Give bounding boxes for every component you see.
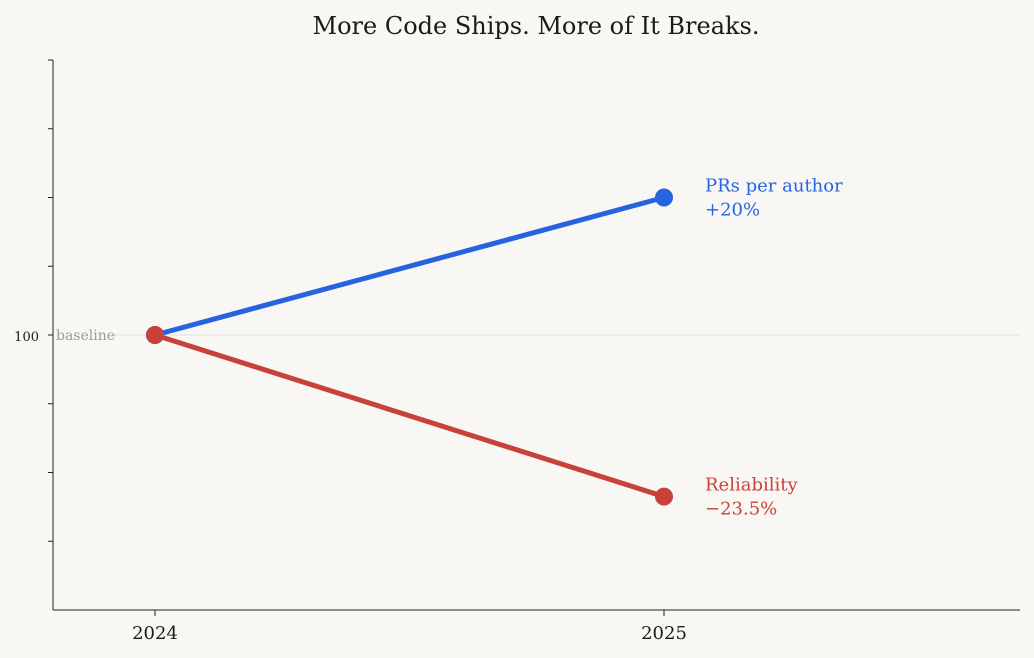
marks: PRs per author +20% Reliability −23.5% bbox=[146, 176, 843, 520]
series-label-name: Reliability bbox=[705, 475, 798, 496]
series-label-change: +20% bbox=[705, 200, 760, 221]
y-tick-label: 100 bbox=[14, 330, 39, 345]
series-line-0 bbox=[152, 195, 667, 338]
series-label-name: PRs per author bbox=[705, 176, 843, 197]
baseline-label: baseline bbox=[56, 328, 115, 344]
series-line-1 bbox=[152, 332, 667, 500]
data-point bbox=[655, 487, 673, 506]
series-label-change: −23.5% bbox=[705, 499, 777, 520]
chart-title: More Code Ships. More of It Breaks. bbox=[313, 12, 760, 40]
x-tick-label: 2025 bbox=[641, 623, 687, 644]
data-point bbox=[146, 326, 164, 344]
x-tick-label: 2024 bbox=[132, 623, 178, 644]
axes: 100 baseline 2024 2025 bbox=[14, 59, 1020, 644]
data-point bbox=[655, 188, 673, 207]
